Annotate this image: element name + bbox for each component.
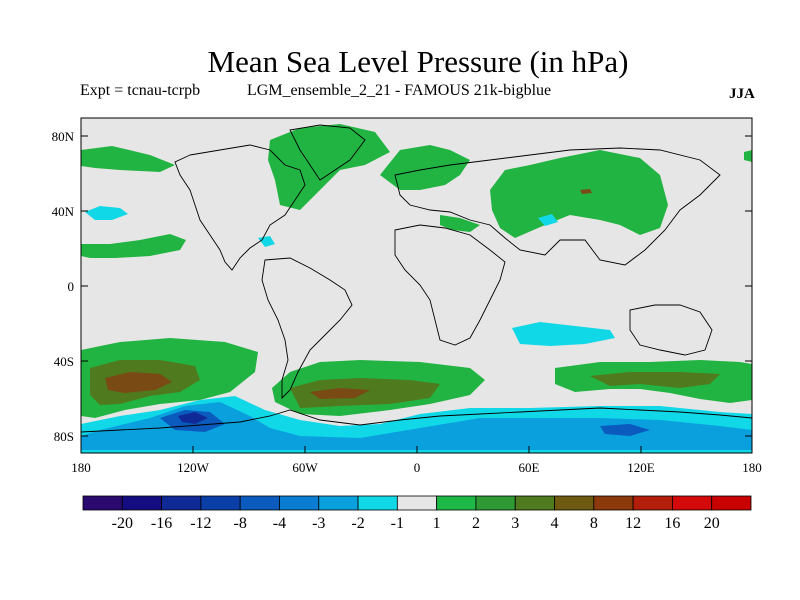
colorbar-swatch [436, 495, 477, 511]
colorbar-label: 3 [511, 515, 519, 532]
colorbar-swatch [279, 495, 320, 511]
eurasia-high [490, 150, 668, 238]
plot-title: Mean Sea Level Pressure (in hPa) [207, 44, 629, 79]
coastlines [80, 124, 753, 433]
atlantic-southern-core [290, 378, 440, 408]
east-antarctic-low [600, 424, 650, 436]
colorbar [82, 495, 752, 511]
colorbar-swatch [200, 495, 241, 511]
colorbar-swatch [396, 495, 438, 511]
north-america-coast [174, 144, 306, 271]
arabian-high [440, 215, 480, 232]
subtropical-pacific-high [81, 234, 186, 258]
colorbar-swatch [632, 495, 673, 511]
ensemble-label: LGM_ensemble_2_21 - FAMOUS 21k-bigblue [247, 82, 552, 99]
colorbar-label: 2 [472, 515, 480, 532]
experiment-label: Expt = tcnau-tcrpb [80, 82, 201, 99]
colorbar-swatch [82, 495, 123, 511]
map-panel [80, 117, 753, 454]
colorbar-swatch [672, 495, 713, 511]
strong-positive-anomaly-fields [90, 360, 720, 408]
antarctic-low-deep [81, 402, 752, 450]
lat-label: 80N [52, 129, 75, 144]
colorbar-label: -4 [273, 515, 286, 532]
north-pacific-high [81, 146, 175, 172]
indian-southern-core [590, 372, 720, 388]
lat-label: 40N [52, 204, 75, 219]
lon-label: 120E [627, 460, 655, 475]
atlantic-max [310, 388, 370, 399]
colorbar-label: 4 [551, 515, 559, 532]
colorbar-swatch [514, 495, 555, 511]
australia-coast [629, 304, 713, 356]
colorbar-label: 20 [704, 515, 720, 532]
pacific-max [105, 372, 172, 393]
colorbar-label: -2 [351, 515, 364, 532]
north-pacific-low [85, 206, 128, 220]
season-label: JJA [729, 86, 755, 102]
antarctica-coast [80, 407, 753, 433]
colorbar-label: 12 [625, 515, 641, 532]
south-america-coast [261, 257, 353, 400]
colorbar-label: -8 [234, 515, 247, 532]
lon-label: 0 [414, 460, 421, 475]
eurasia-coast [394, 147, 721, 266]
latitude-axis [81, 135, 752, 437]
lon-label: 60E [519, 460, 540, 475]
antarctic-low-core [178, 412, 208, 424]
africa-coast [394, 224, 506, 346]
greenland-north-atlantic-high [268, 124, 390, 210]
colorbar-swatch [121, 495, 162, 511]
colorbar-labels: -20 -16 -12 -8 -4 -3 -2 -1 1 2 3 4 8 12 16 20 [112, 515, 720, 532]
lon-label: 180 [742, 460, 762, 475]
negative-anomaly-fields [81, 206, 752, 453]
lon-label: 60W [292, 460, 318, 475]
siberia-max [580, 189, 592, 194]
colorbar-label: -12 [190, 515, 211, 532]
south-indian-low [512, 322, 615, 346]
longitude-axis [80, 446, 753, 453]
mediterranean-low [538, 214, 558, 226]
colorbar-label: -20 [112, 515, 133, 532]
colorbar-swatch [318, 495, 359, 511]
northeast-pacific-high [744, 150, 752, 162]
lat-label: 80S [54, 429, 74, 444]
colorbar-swatch [554, 495, 595, 511]
longitude-labels: 180 120W 60W 0 60E 120E 180 [71, 460, 762, 475]
greenland-coast [289, 124, 366, 181]
lat-label: 0 [68, 279, 75, 294]
colorbar-label: -1 [391, 515, 404, 532]
lon-label: 120W [177, 460, 210, 475]
colorbar-label: -16 [151, 515, 172, 532]
lon-label: 180 [71, 460, 91, 475]
colorbar-swatch [475, 495, 516, 511]
colorbar-swatch [357, 495, 398, 511]
colorbar-swatch [161, 495, 202, 511]
colorbar-label: 1 [433, 515, 441, 532]
colorbar-label: 16 [664, 515, 680, 532]
colorbar-swatch [711, 495, 752, 511]
arctic-europe-high [380, 145, 470, 190]
colorbar-label: -3 [312, 515, 325, 532]
colorbar-swatch [239, 495, 280, 511]
max-positive-anomaly-fields [105, 189, 592, 399]
lat-label: 40S [54, 354, 74, 369]
latitude-labels: 80N 40N 0 40S 80S [52, 129, 75, 444]
colorbar-swatch [593, 495, 634, 511]
colorbar-label: 8 [590, 515, 598, 532]
